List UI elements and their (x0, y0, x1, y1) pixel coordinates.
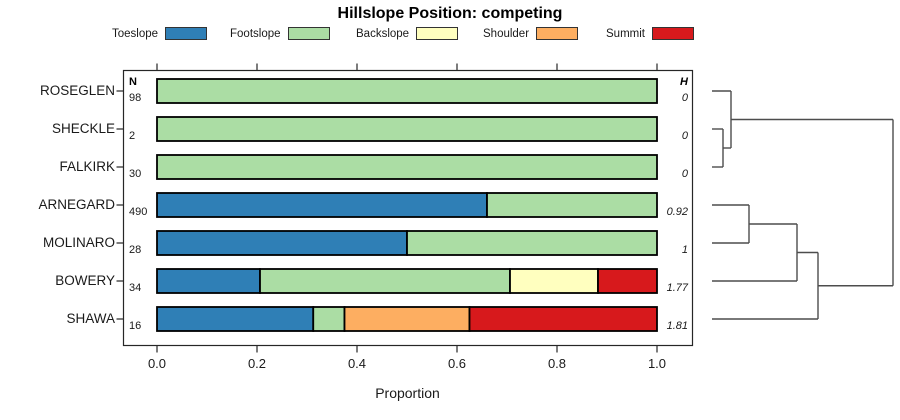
legend-item-backslope: Backslope (356, 26, 459, 41)
n-value: 34 (129, 282, 142, 294)
row-label-molinaro: MOLINARO (42, 235, 115, 250)
legend-label: Shoulder (483, 27, 530, 40)
legend-swatch-footslope (287, 27, 330, 40)
row-label-bowery: BOWERY (55, 273, 115, 288)
x-tick-label: 1.0 (647, 356, 667, 371)
x-tick-label: 0.4 (347, 356, 367, 371)
bar-segment-bowery-footslope (259, 268, 511, 294)
legend-swatch-summit (651, 27, 694, 40)
n-value: 28 (129, 244, 142, 256)
n-column-header: N (129, 76, 137, 88)
h-value: 1.77 (666, 282, 688, 294)
legend-item-toeslope: Toeslope (112, 26, 208, 41)
n-value: 16 (129, 320, 142, 332)
bar-segment-bowery-backslope (509, 268, 599, 294)
h-value: 1.81 (666, 320, 688, 332)
bar-segment-arnegard-toeslope (156, 192, 488, 218)
bar-segment-molinaro-footslope (406, 230, 658, 256)
n-value: 2 (129, 130, 136, 142)
n-value: 30 (129, 168, 142, 180)
legend-label: Footslope (230, 27, 281, 40)
row-label-roseglen: ROSEGLEN (39, 83, 115, 98)
bar-segment-roseglen-footslope (156, 78, 658, 104)
row-label-falkirk: FALKIRK (59, 159, 115, 174)
h-value: 1 (681, 244, 688, 256)
legend-swatch-shoulder (536, 27, 579, 40)
row-label-sheckle: SHECKLE (51, 121, 115, 136)
bar-segment-shawa-shoulder (343, 306, 471, 332)
legend-swatch-toeslope (165, 27, 208, 40)
x-axis-title: Proportion (375, 385, 440, 401)
h-value: 0 (681, 92, 688, 104)
legend-label: Toeslope (112, 27, 159, 40)
legend-label: Backslope (356, 27, 410, 40)
bar-segment-shawa-summit (468, 306, 658, 332)
h-column-header: H (680, 76, 688, 88)
n-value: 490 (129, 206, 148, 218)
x-tick-label: 0.2 (247, 356, 267, 371)
legend-item-footslope: Footslope (230, 26, 330, 41)
bar-segment-bowery-toeslope (156, 268, 261, 294)
bar-segment-molinaro-toeslope (156, 230, 408, 256)
legend-item-summit: Summit (606, 26, 694, 41)
bar-segment-falkirk-footslope (156, 154, 658, 180)
legend-item-shoulder: Shoulder (483, 26, 579, 41)
row-label-shawa: SHAWA (66, 311, 115, 326)
legend-swatch-backslope (416, 27, 459, 40)
chart-title: Hillslope Position: competing (337, 5, 563, 22)
h-value: 0.92 (666, 206, 688, 218)
x-tick-label: 0.8 (547, 356, 567, 371)
h-value: 0 (681, 168, 688, 180)
bar-segment-shawa-footslope (312, 306, 346, 332)
row-label-arnegard: ARNEGARD (38, 197, 115, 212)
plot-box (122, 69, 694, 347)
n-value: 98 (129, 92, 142, 104)
bar-segment-shawa-toeslope (156, 306, 315, 332)
bar-segment-sheckle-footslope (156, 116, 658, 142)
bar-segment-bowery-summit (597, 268, 658, 294)
legend-label: Summit (606, 27, 645, 40)
bar-segment-arnegard-footslope (486, 192, 658, 218)
h-value: 0 (681, 130, 688, 142)
x-tick-label: 0.6 (447, 356, 467, 371)
x-tick-label: 0.0 (147, 356, 167, 371)
